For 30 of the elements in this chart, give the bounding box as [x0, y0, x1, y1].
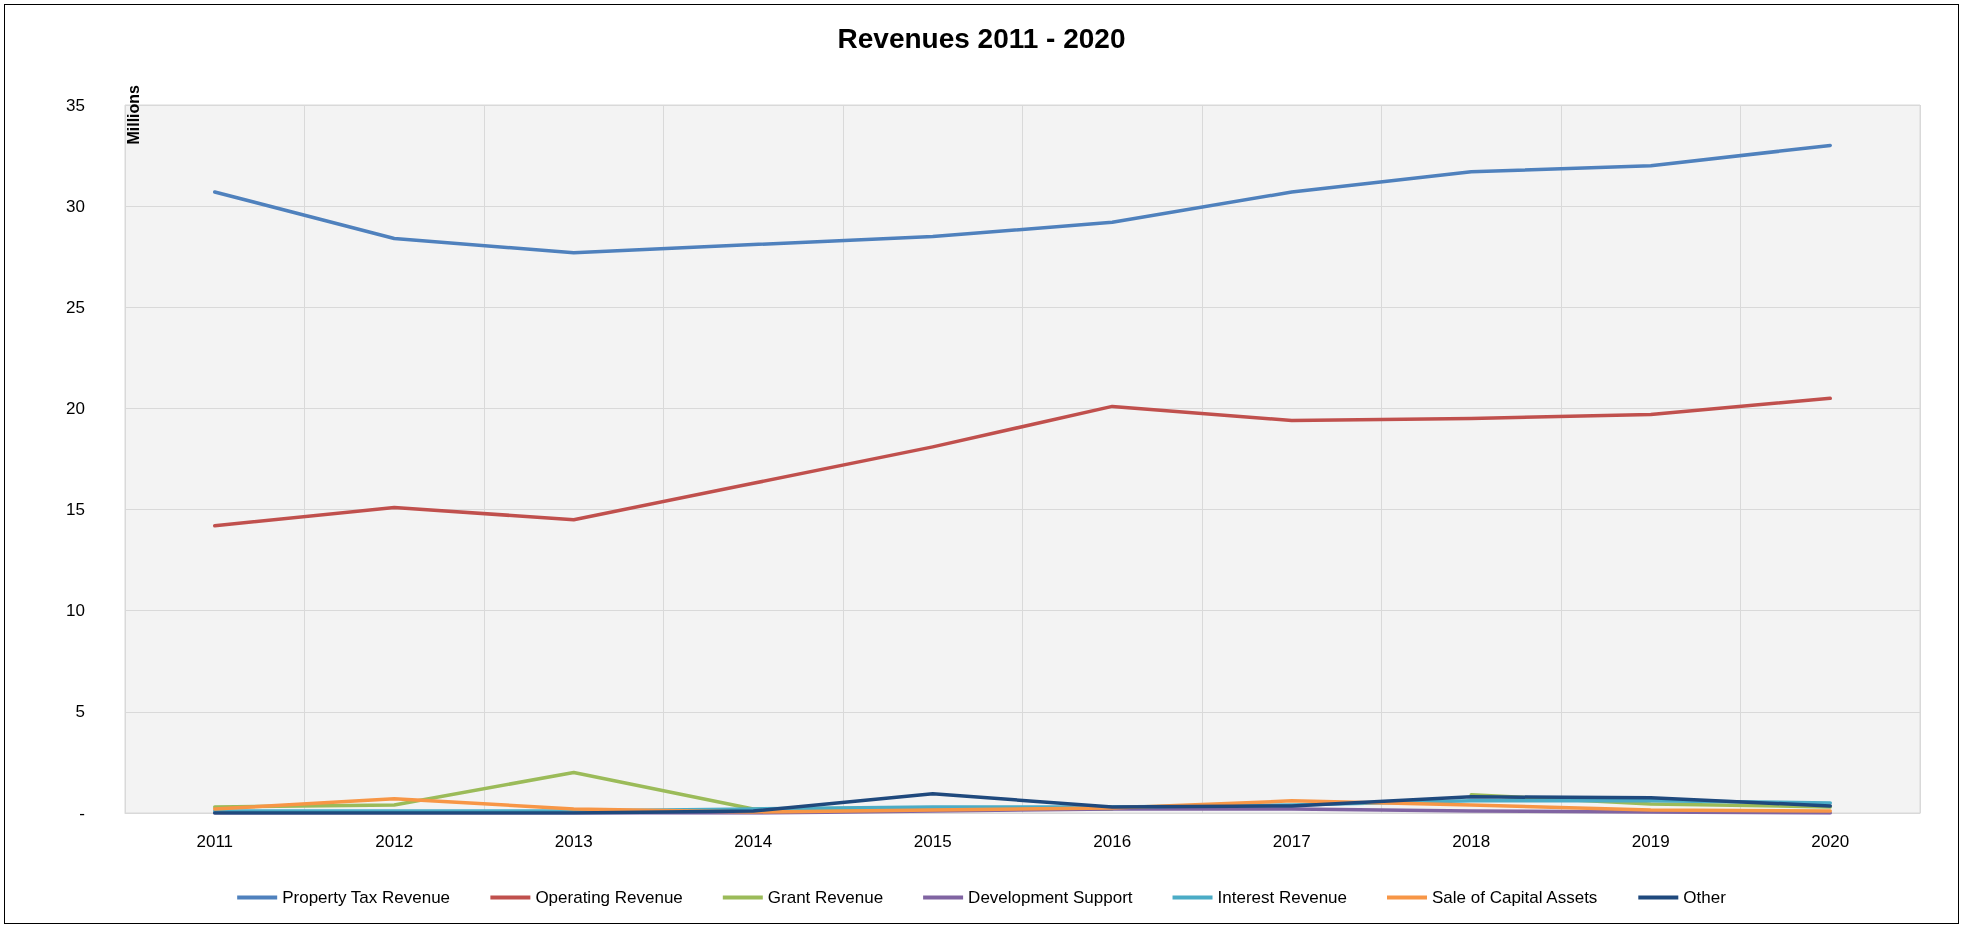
- y-tick-label: 15: [66, 500, 85, 520]
- x-tick-label: 2017: [1272, 832, 1311, 851]
- legend-label: Other: [1683, 888, 1727, 907]
- y-tick-label: 30: [66, 196, 85, 216]
- legend-label: Sale of Capital Assets: [1432, 888, 1598, 907]
- x-tick-label: 2019: [1631, 832, 1670, 851]
- x-tick-label: 2012: [375, 832, 414, 851]
- y-axis-title: Millions: [124, 84, 142, 145]
- line-series: [213, 792, 1832, 815]
- x-tick-label: 2013: [554, 832, 593, 851]
- x-tick-label: 2020: [1811, 832, 1850, 851]
- x-tick-label: 2016: [1093, 832, 1132, 851]
- x-tick-label: 2011: [196, 832, 234, 851]
- y-tick-label: 25: [66, 297, 85, 317]
- x-tick-label: 2015: [913, 832, 952, 851]
- line-series: [213, 143, 1832, 255]
- chart-title: Revenues 2011 - 2020: [837, 22, 1126, 54]
- legend-label: Property Tax Revenue: [282, 888, 451, 907]
- legend-label: Grant Revenue: [767, 888, 884, 907]
- legend-label: Interest Revenue: [1217, 888, 1347, 907]
- x-tick-label: 2018: [1452, 832, 1491, 851]
- line-series: [213, 396, 1832, 528]
- x-tick-label: 2014: [734, 832, 773, 851]
- legend-label: Operating Revenue: [535, 888, 683, 907]
- legend-label: Development Support: [968, 888, 1133, 907]
- y-tick-label: 35: [66, 95, 85, 115]
- y-tick-label: 20: [66, 398, 85, 418]
- y-tick-label: 10: [66, 601, 85, 621]
- y-tick-label: 5: [75, 702, 85, 722]
- y-tick-label: -: [79, 803, 85, 823]
